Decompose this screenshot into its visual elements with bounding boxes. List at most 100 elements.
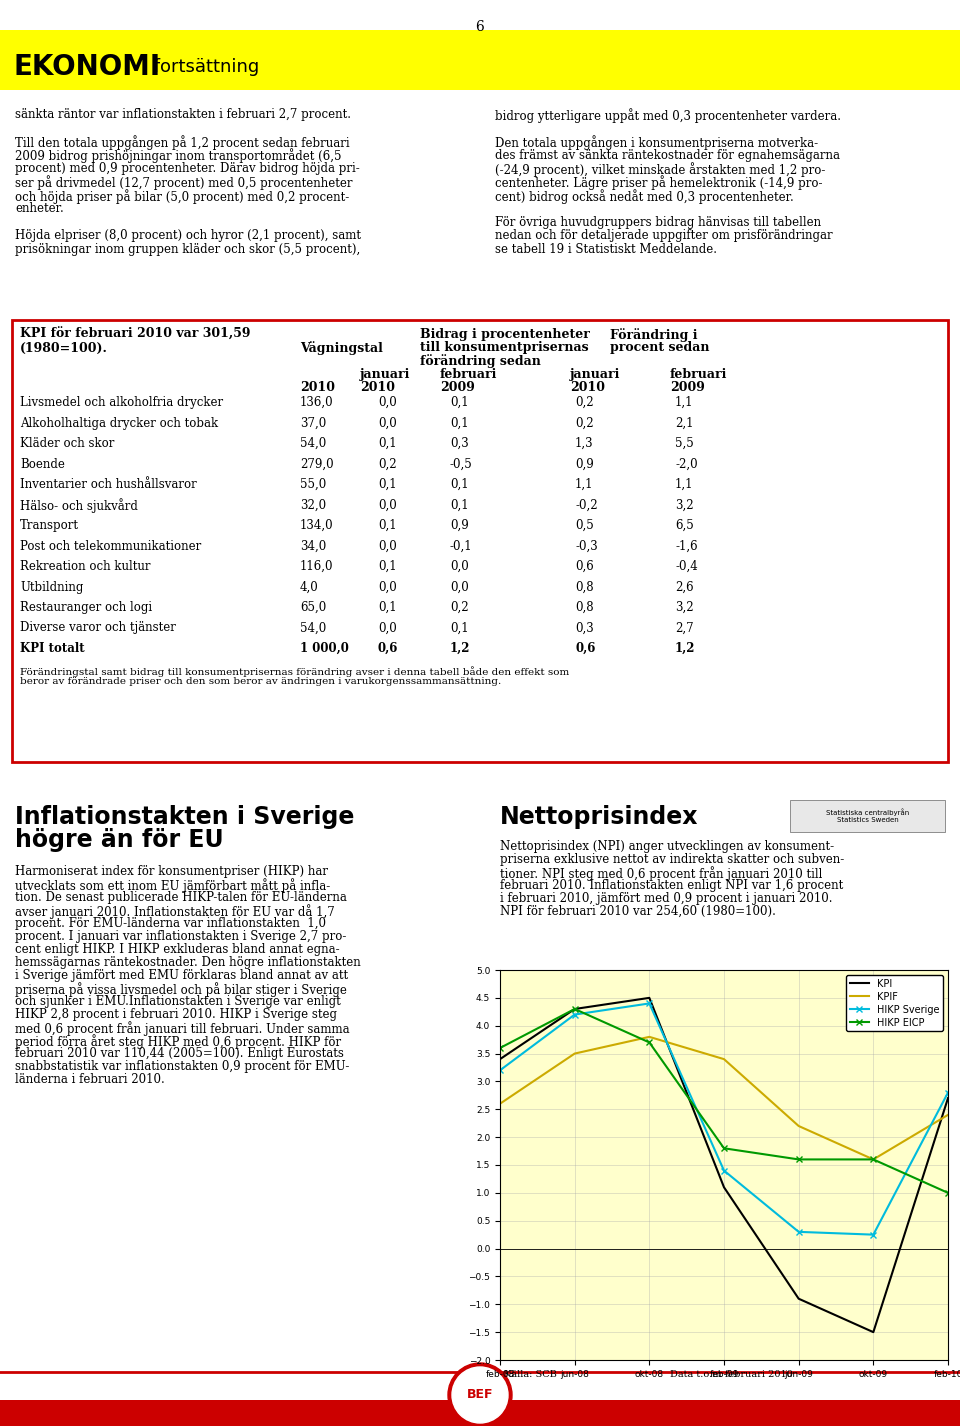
Text: 37,0: 37,0: [300, 416, 326, 429]
Text: 0,0: 0,0: [378, 539, 396, 552]
KPIF: [793, 1118, 804, 1135]
Text: med 0,6 procent från januari till februari. Under samma: med 0,6 procent från januari till februa…: [15, 1021, 349, 1035]
Text: 134,0: 134,0: [300, 519, 334, 532]
Text: 54,0: 54,0: [300, 436, 326, 451]
Text: 0,1: 0,1: [378, 478, 396, 491]
Text: beror av förändrade priser och den som beror av ändringen i varukorgenssammansät: beror av förändrade priser och den som b…: [20, 677, 501, 686]
HIKP EICP: [868, 1151, 879, 1168]
Legend: KPI, KPIF, HIKP Sverige, HIKP EICP: KPI, KPIF, HIKP Sverige, HIKP EICP: [846, 975, 943, 1031]
Text: 32,0: 32,0: [300, 499, 326, 512]
Text: Restauranger och logi: Restauranger och logi: [20, 600, 152, 615]
Text: Inflationstakten i Sverige: Inflationstakten i Sverige: [15, 806, 354, 829]
Text: och höjda priser på bilar (5,0 procent) med 0,2 procent-: och höjda priser på bilar (5,0 procent) …: [15, 190, 349, 204]
Bar: [12, 319, 948, 761]
Text: länderna i februari 2010.: länderna i februari 2010.: [15, 1072, 165, 1087]
Text: period förra året steg HIKP med 0,6 procent. HIKP för: period förra året steg HIKP med 0,6 proc…: [15, 1034, 341, 1050]
Text: 0,6: 0,6: [575, 642, 595, 655]
Text: Förändringstal samt bidrag till konsumentprisernas förändring avser i denna tabe: Förändringstal samt bidrag till konsumen…: [20, 666, 569, 677]
Text: Data t.o.m februari 2010: Data t.o.m februari 2010: [670, 1370, 793, 1379]
Text: 0,0: 0,0: [378, 416, 396, 429]
HIKP Sverige: [494, 1062, 506, 1079]
Text: 6,5: 6,5: [675, 519, 694, 532]
Text: 6: 6: [475, 20, 485, 34]
Text: 0,1: 0,1: [378, 519, 396, 532]
Text: januari: januari: [570, 368, 620, 381]
Text: procent sedan: procent sedan: [610, 341, 709, 354]
Text: -1,6: -1,6: [675, 539, 698, 552]
Text: 1,2: 1,2: [675, 642, 695, 655]
Text: (-24,9 procent), vilket minskade årstakten med 1,2 pro-: (-24,9 procent), vilket minskade årstakt…: [495, 163, 826, 177]
Text: Post och telekommunikationer: Post och telekommunikationer: [20, 539, 202, 552]
Text: 0,0: 0,0: [450, 560, 468, 573]
Text: Diverse varor och tjänster: Diverse varor och tjänster: [20, 622, 176, 635]
Text: 0,8: 0,8: [575, 580, 593, 593]
Text: Rekreation och kultur: Rekreation och kultur: [20, 560, 151, 573]
Line: HIKP EICP: HIKP EICP: [497, 1007, 950, 1195]
Text: förändring sedan: förändring sedan: [420, 354, 540, 368]
KPIF: [718, 1051, 730, 1068]
Text: till konsumentprisernas: till konsumentprisernas: [420, 341, 588, 354]
Text: tioner. NPI steg med 0,6 procent från januari 2010 till: tioner. NPI steg med 0,6 procent från ja…: [500, 866, 823, 881]
Text: Källa: SCB: Källa: SCB: [504, 1370, 557, 1379]
HIKP Sverige: [643, 995, 655, 1012]
Text: 5,5: 5,5: [675, 436, 694, 451]
HIKP EICP: [793, 1151, 804, 1168]
Text: Inventarier och hushållsvaror: Inventarier och hushållsvaror: [20, 478, 197, 491]
KPIF: [569, 1045, 581, 1062]
HIKP Sverige: [793, 1224, 804, 1241]
HIKP EICP: [718, 1139, 730, 1156]
Text: Statistiska centralbyrån
Statistics Sweden: Statistiska centralbyrån Statistics Swed…: [826, 809, 909, 823]
Text: februari: februari: [670, 368, 728, 381]
Text: och sjunker i EMU.Inflationstakten i Sverige var enligt: och sjunker i EMU.Inflationstakten i Sve…: [15, 995, 341, 1008]
HIKP EICP: [569, 1001, 581, 1018]
KPI: [494, 1051, 506, 1068]
KPIF: [494, 1095, 506, 1112]
Text: februari: februari: [440, 368, 497, 381]
KPIF: [942, 1107, 953, 1124]
Text: 34,0: 34,0: [300, 539, 326, 552]
Text: 0,1: 0,1: [450, 622, 468, 635]
KPI: [793, 1291, 804, 1308]
HIKP EICP: [942, 1185, 953, 1202]
Text: 0,2: 0,2: [378, 458, 396, 471]
Text: februari 2010. Inflationstakten enligt NPI var 1,6 procent: februari 2010. Inflationstakten enligt N…: [500, 878, 843, 893]
Text: prisökningar inom gruppen kläder och skor (5,5 procent),: prisökningar inom gruppen kläder och sko…: [15, 242, 360, 257]
Text: enheter.: enheter.: [15, 202, 63, 215]
Text: 2010: 2010: [570, 381, 605, 394]
Text: priserna exklusive nettot av indirekta skatter och subven-: priserna exklusive nettot av indirekta s…: [500, 853, 844, 866]
Text: 0,2: 0,2: [450, 600, 468, 615]
Text: des främst av sänkta räntekostnader för egnahemsägarna: des främst av sänkta räntekostnader för …: [495, 148, 840, 161]
Circle shape: [452, 1368, 508, 1423]
Text: 3,2: 3,2: [675, 600, 694, 615]
KPIF: [643, 1028, 655, 1045]
Text: 2009 bidrog prishöjningar inom transportområdet (6,5: 2009 bidrog prishöjningar inom transport…: [15, 148, 342, 164]
Text: Den totala uppgången i konsumentpriserna motverka-: Den totala uppgången i konsumentpriserna…: [495, 135, 818, 150]
Text: Utbildning: Utbildning: [20, 580, 84, 593]
Text: 0,3: 0,3: [450, 436, 468, 451]
Text: bidrog ytterligare uppåt med 0,3 procentenheter vardera.: bidrog ytterligare uppåt med 0,3 procent…: [495, 108, 841, 123]
Text: centenheter. Lägre priser på hemelektronik (-14,9 pro-: centenheter. Lägre priser på hemelektron…: [495, 175, 823, 191]
Text: 0,8: 0,8: [575, 600, 593, 615]
Text: Förändring i: Förändring i: [610, 328, 698, 342]
HIKP Sverige: [569, 1005, 581, 1022]
Bar: [0, 30, 960, 90]
Text: 279,0: 279,0: [300, 458, 334, 471]
Text: Nettoprisindex (NPI) anger utvecklingen av konsument-: Nettoprisindex (NPI) anger utvecklingen …: [500, 840, 834, 853]
Text: Höjda elpriser (8,0 procent) och hyror (2,1 procent), samt: Höjda elpriser (8,0 procent) och hyror (…: [15, 230, 361, 242]
Text: -0,1: -0,1: [450, 539, 472, 552]
HIKP EICP: [494, 1040, 506, 1057]
HIKP EICP: [643, 1034, 655, 1051]
Text: cent) bidrog också nedåt med 0,3 procentenheter.: cent) bidrog också nedåt med 0,3 procent…: [495, 190, 794, 204]
HIKP Sverige: [718, 1162, 730, 1179]
Text: Kläder och skor: Kläder och skor: [20, 436, 114, 451]
Text: -2,0: -2,0: [675, 458, 698, 471]
Text: -0,2: -0,2: [575, 499, 598, 512]
Text: Alkoholhaltiga drycker och tobak: Alkoholhaltiga drycker och tobak: [20, 416, 218, 429]
Text: (1980=100).: (1980=100).: [20, 342, 108, 355]
Text: 55,0: 55,0: [300, 478, 326, 491]
Text: högre än för EU: högre än för EU: [15, 829, 224, 851]
Text: nedan och för detaljerade uppgifter om prisförändringar: nedan och för detaljerade uppgifter om p…: [495, 230, 832, 242]
Line: KPI: KPI: [500, 998, 948, 1332]
Text: KPI för februari 2010 var 301,59: KPI för februari 2010 var 301,59: [20, 328, 251, 341]
Text: 1,2: 1,2: [450, 642, 470, 655]
